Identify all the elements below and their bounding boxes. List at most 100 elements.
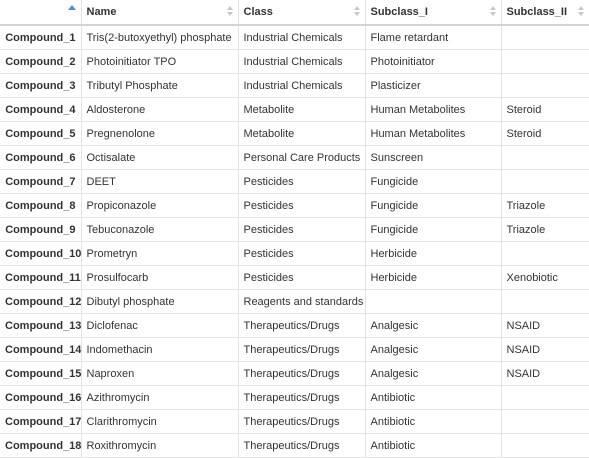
row-name-cell: Compound_2 [0,49,82,74]
subclass-i-cell: Herbicide [365,265,502,290]
subclass-i-cell: Antibiotic [365,433,502,458]
row-name-cell: Compound_3 [0,73,82,98]
subclass-ii-cell: Steroid [501,121,589,146]
row-name-cell: Compound_6 [0,145,82,170]
name-cell: Pregnenolone [81,121,239,146]
class-cell: Reagents and standards [238,289,366,314]
name-cell: Tris(2-butoxyethyl) phosphate [81,25,239,50]
table-row: Compound_11 Prosulfocarb Pesticides Herbici… [0,265,589,290]
subclass-i-cell: Analgesic [365,337,502,362]
name-cell: Naproxen [81,361,239,386]
subclass-i-cell: Fungicide [365,217,502,242]
column-header-rownames[interactable] [0,0,82,26]
name-cell: Dibutyl phosphate [81,289,239,314]
row-name-cell: Compound_15 [0,361,82,386]
table-row: Compound_17 Clarithromycin Therapeutics/Dr… [0,409,589,434]
name-cell: Photoinitiator TPO [81,49,239,74]
name-cell: Prometryn [81,241,239,266]
name-cell: Propiconazole [81,193,239,218]
table-row: Compound_4 Aldosterone Metabolite Human Met… [0,97,589,122]
table-row: Compound_2 Photoinitiator TPO Industrial C… [0,49,589,74]
column-header-label: Subclass_II [506,6,568,18]
sort-both-icon [226,6,233,16]
subclass-i-cell: Fungicide [365,169,502,194]
table-row: Compound_12 Dibutyl phosphate Reagents and… [0,289,589,314]
class-cell: Pesticides [238,193,366,218]
column-header-subclass-i[interactable]: Subclass_I [365,0,502,26]
class-cell: Personal Care Products [238,145,366,170]
name-cell: Azithromycin [81,385,239,410]
row-name-cell: Compound_7 [0,169,82,194]
name-cell: Roxithromycin [81,433,239,458]
class-cell: Industrial Chemicals [238,73,366,98]
class-cell: Pesticides [238,169,366,194]
class-cell: Metabolite [238,121,366,146]
subclass-i-cell: Human Metabolites [365,121,502,146]
table-body: Compound_1 Tris(2-butoxyethyl) phosphate I… [0,25,589,458]
subclass-i-cell [365,289,502,314]
header-row: Name Class Subclass_I Subclass_II [0,0,589,26]
name-cell: Aldosterone [81,97,239,122]
row-name-cell: Compound_18 [0,433,82,458]
name-cell: Diclofenac [81,313,239,338]
table-row: Compound_10 Prometryn Pesticides Herbicide [0,241,589,266]
name-cell: Tributyl Phosphate [81,73,239,98]
subclass-i-cell: Photoinitiator [365,49,502,74]
class-cell: Industrial Chemicals [238,25,366,50]
name-cell: Prosulfocarb [81,265,239,290]
row-name-cell: Compound_11 [0,265,82,290]
table-row: Compound_8 Propiconazole Pesticides Fungici… [0,193,589,218]
subclass-i-cell: Antibiotic [365,385,502,410]
table-row: Compound_9 Tebuconazole Pesticides Fungicid… [0,217,589,242]
row-name-cell: Compound_5 [0,121,82,146]
class-cell: Therapeutics/Drugs [238,313,366,338]
subclass-ii-cell: Triazole [501,193,589,218]
class-cell: Therapeutics/Drugs [238,337,366,362]
sort-both-icon [353,6,360,16]
subclass-ii-cell: Steroid [501,97,589,122]
column-header-class[interactable]: Class [238,0,366,26]
sort-both-icon [578,6,584,16]
subclass-i-cell: Fungicide [365,193,502,218]
column-header-label: Class [243,6,273,18]
table-row: Compound_14 Indomethacin Therapeutics/Drug… [0,337,589,362]
row-name-cell: Compound_10 [0,241,82,266]
subclass-ii-cell [501,145,589,170]
column-header-label: Subclass_I [370,6,428,18]
name-cell: Clarithromycin [81,409,239,434]
class-cell: Pesticides [238,217,366,242]
column-header-subclass-ii[interactable]: Subclass_II [501,0,589,26]
table-row: Compound_3 Tributyl Phosphate Industrial C… [0,73,589,98]
name-cell: Indomethacin [81,337,239,362]
class-cell: Therapeutics/Drugs [238,385,366,410]
table-row: Compound_18 Roxithromycin Therapeutics/Dru… [0,433,589,458]
subclass-ii-cell: NSAID [501,337,589,362]
table-row: Compound_5 Pregnenolone Metabolite Human Me… [0,121,589,146]
subclass-i-cell: Plasticizer [365,73,502,98]
class-cell: Metabolite [238,97,366,122]
subclass-i-cell: Analgesic [365,361,502,386]
row-name-cell: Compound_4 [0,97,82,122]
table-row: Compound_7 DEET Pesticides Fungicide [0,169,589,194]
column-header-name[interactable]: Name [81,0,239,26]
subclass-ii-cell [501,385,589,410]
subclass-i-cell: Flame retardant [365,25,502,50]
subclass-ii-cell: NSAID [501,361,589,386]
class-cell: Pesticides [238,241,366,266]
name-cell: Octisalate [81,145,239,170]
row-name-cell: Compound_14 [0,337,82,362]
row-name-cell: Compound_9 [0,217,82,242]
table-row: Compound_1 Tris(2-butoxyethyl) phosphate I… [0,25,589,50]
row-name-cell: Compound_12 [0,289,82,314]
class-cell: Therapeutics/Drugs [238,409,366,434]
subclass-i-cell: Herbicide [365,241,502,266]
subclass-i-cell: Sunscreen [365,145,502,170]
subclass-ii-cell [501,169,589,194]
subclass-i-cell: Analgesic [365,313,502,338]
subclass-ii-cell: NSAID [501,313,589,338]
name-cell: Tebuconazole [81,217,239,242]
row-name-cell: Compound_13 [0,313,82,338]
column-header-label: Name [86,6,117,18]
table-row: Compound_15 Naproxen Therapeutics/Drugs Ana… [0,361,589,386]
